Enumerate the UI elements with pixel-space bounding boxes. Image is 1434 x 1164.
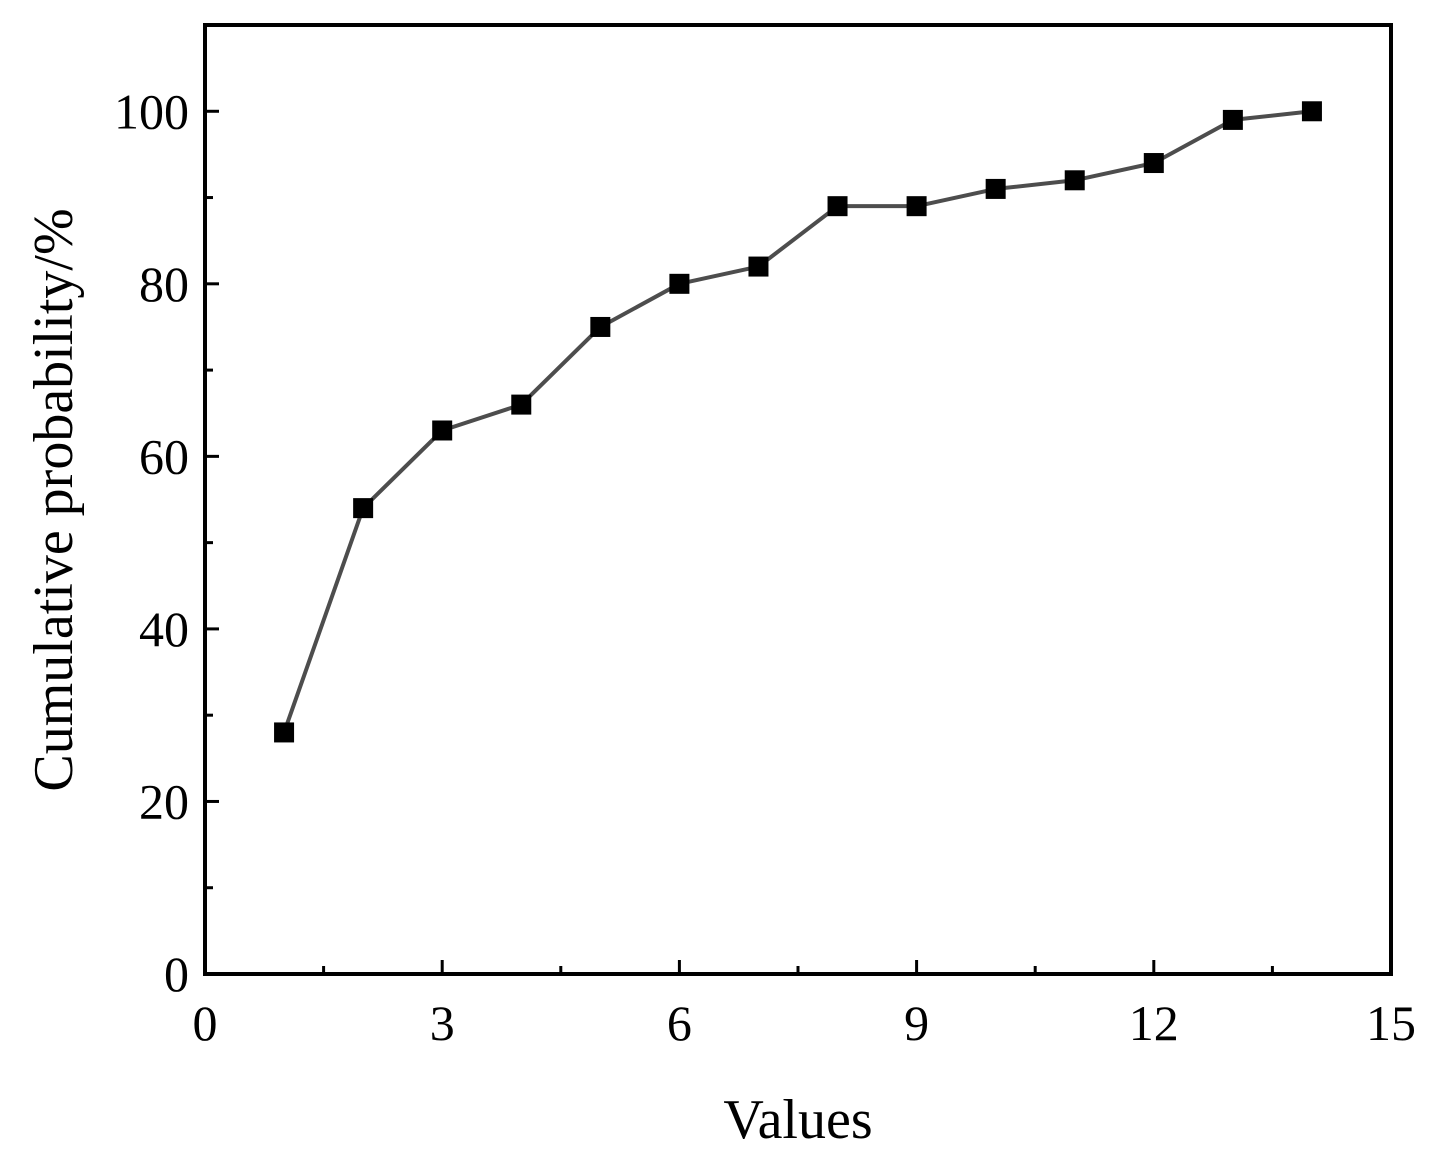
series-line	[282, 109, 1313, 734]
x-tick-label: 15	[1366, 995, 1416, 1051]
data-point	[985, 178, 1006, 199]
data-point	[748, 256, 769, 277]
data-point	[1064, 170, 1085, 191]
data-point	[1301, 101, 1322, 122]
data-point	[1222, 109, 1243, 130]
data-point	[827, 196, 848, 217]
x-tick-label: 0	[193, 995, 218, 1051]
data-point	[274, 722, 295, 743]
y-axis: 0 20 40 60 80 100	[114, 83, 219, 1002]
x-axis-title: Values	[723, 1089, 872, 1151]
x-tick-label: 6	[667, 995, 692, 1051]
data-point	[511, 394, 532, 415]
x-tick-label: 9	[904, 995, 929, 1051]
y-tick-label: 40	[139, 601, 189, 657]
data-point	[906, 196, 927, 217]
x-tick-label: 3	[430, 995, 455, 1051]
y-tick-label: 0	[164, 946, 189, 1002]
data-point	[353, 498, 374, 519]
data-point	[590, 316, 611, 337]
data-point	[432, 420, 453, 441]
data-point	[669, 273, 690, 294]
y-axis-title: Cumulative probability/%	[23, 208, 85, 791]
y-tick-label: 60	[139, 428, 189, 484]
y-tick-label: 80	[139, 256, 189, 312]
x-tick-label: 12	[1129, 995, 1179, 1051]
plot-frame	[203, 23, 1393, 976]
y-tick-label: 100	[114, 83, 189, 139]
x-axis: 0 3 6 9 12 15	[193, 960, 1416, 1051]
series	[274, 101, 1322, 743]
data-point	[1143, 153, 1164, 174]
y-tick-label: 20	[139, 773, 189, 829]
